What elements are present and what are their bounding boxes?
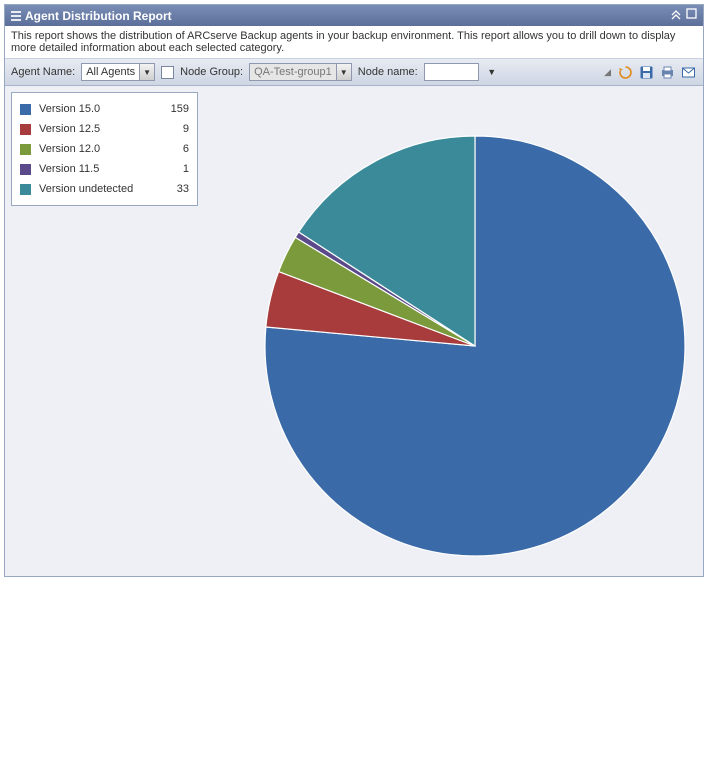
node-name-label: Node name: bbox=[358, 66, 418, 78]
toolbar bbox=[617, 64, 697, 81]
agent-name-label: Agent Name: bbox=[11, 66, 75, 78]
report-description: This report shows the distribution of AR… bbox=[5, 26, 703, 59]
legend-item[interactable]: Version 15.0 159 bbox=[20, 99, 189, 119]
agent-name-select[interactable]: All Agents ▼ bbox=[81, 63, 155, 81]
maximize-icon[interactable] bbox=[686, 8, 697, 23]
node-name-dropdown-icon[interactable]: ▼ bbox=[485, 65, 499, 79]
legend-label: Version 12.0 bbox=[39, 143, 157, 155]
legend-item[interactable]: Version undetected 33 bbox=[20, 179, 189, 199]
legend-value: 6 bbox=[165, 143, 189, 155]
node-group-value: QA-Test-group1 bbox=[250, 66, 336, 78]
email-icon[interactable] bbox=[680, 64, 697, 81]
collapse-icon[interactable] bbox=[670, 8, 682, 23]
report-icon bbox=[11, 11, 21, 21]
node-name-input[interactable] bbox=[424, 63, 479, 81]
node-group-checkbox[interactable] bbox=[161, 66, 174, 79]
legend-label: Version 12.5 bbox=[39, 123, 157, 135]
legend-value: 9 bbox=[165, 123, 189, 135]
report-window: Agent Distribution Report This report sh… bbox=[4, 4, 704, 577]
filter-bar: Agent Name: All Agents ▼ Node Group: QA-… bbox=[5, 59, 703, 86]
node-group-label: Node Group: bbox=[180, 66, 243, 78]
legend-swatch bbox=[20, 124, 31, 135]
legend-item[interactable]: Version 11.5 1 bbox=[20, 159, 189, 179]
titlebar: Agent Distribution Report bbox=[5, 5, 703, 26]
legend-label: Version 15.0 bbox=[39, 103, 157, 115]
legend-label: Version 11.5 bbox=[39, 163, 157, 175]
legend-value: 33 bbox=[165, 183, 189, 195]
legend-item[interactable]: Version 12.5 9 bbox=[20, 119, 189, 139]
save-icon[interactable] bbox=[638, 64, 655, 81]
node-group-select[interactable]: QA-Test-group1 ▼ bbox=[249, 63, 352, 81]
chart-area: Version 15.0 159 Version 12.5 9 Version 12.0… bbox=[5, 86, 703, 576]
pie-chart bbox=[260, 131, 690, 564]
legend-value: 159 bbox=[165, 103, 189, 115]
chevron-down-icon: ▼ bbox=[336, 64, 351, 80]
legend-swatch bbox=[20, 184, 31, 195]
window-title: Agent Distribution Report bbox=[25, 9, 172, 23]
legend: Version 15.0 159 Version 12.5 9 Version 12.0… bbox=[11, 92, 198, 206]
legend-value: 1 bbox=[165, 163, 189, 175]
legend-swatch bbox=[20, 104, 31, 115]
legend-item[interactable]: Version 12.0 6 bbox=[20, 139, 189, 159]
chevron-down-icon: ▼ bbox=[139, 64, 154, 80]
resize-grip-icon: ◢ bbox=[604, 67, 611, 78]
agent-name-value: All Agents bbox=[82, 66, 139, 78]
print-icon[interactable] bbox=[659, 64, 676, 81]
legend-swatch bbox=[20, 164, 31, 175]
legend-swatch bbox=[20, 144, 31, 155]
legend-label: Version undetected bbox=[39, 183, 157, 195]
refresh-icon[interactable] bbox=[617, 64, 634, 81]
